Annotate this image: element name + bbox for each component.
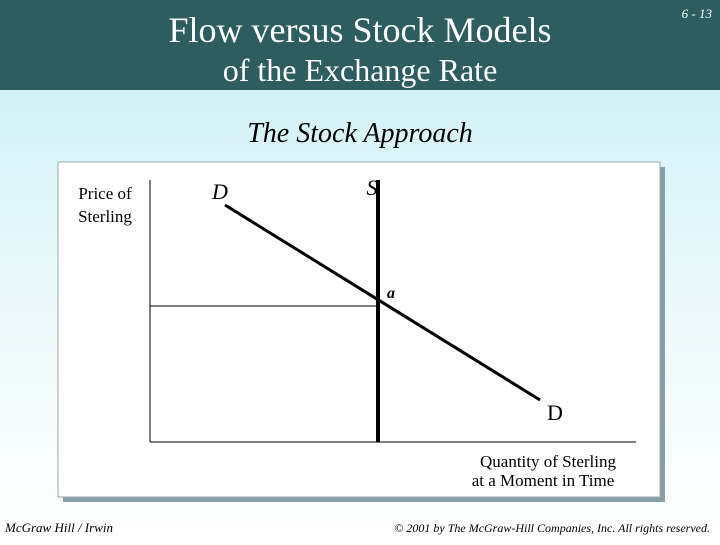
y-axis-label: Price of (78, 184, 132, 203)
demand-label: D (547, 400, 563, 425)
subtitle: The Stock Approach (247, 118, 473, 149)
point-label: a (387, 285, 395, 302)
y-axis-label: Sterling (78, 207, 132, 226)
demand-curve (224, 203, 541, 402)
footer-right: © 2001 by The McGraw-Hill Companies, Inc… (394, 521, 710, 535)
header-band (0, 0, 720, 90)
slide-number: 6 - 13 (682, 6, 713, 21)
x-axis-label: at a Moment in Time (472, 471, 615, 490)
supply-label: S (367, 175, 378, 200)
panel (57, 161, 661, 498)
footer-left: McGraw Hill / Irwin (4, 520, 113, 535)
title-line: Flow versus Stock Models (168, 10, 551, 50)
demand-label: D (211, 179, 228, 204)
x-axis-label: Quantity of Sterling (480, 452, 616, 471)
title-line: of the Exchange Rate (223, 52, 498, 88)
